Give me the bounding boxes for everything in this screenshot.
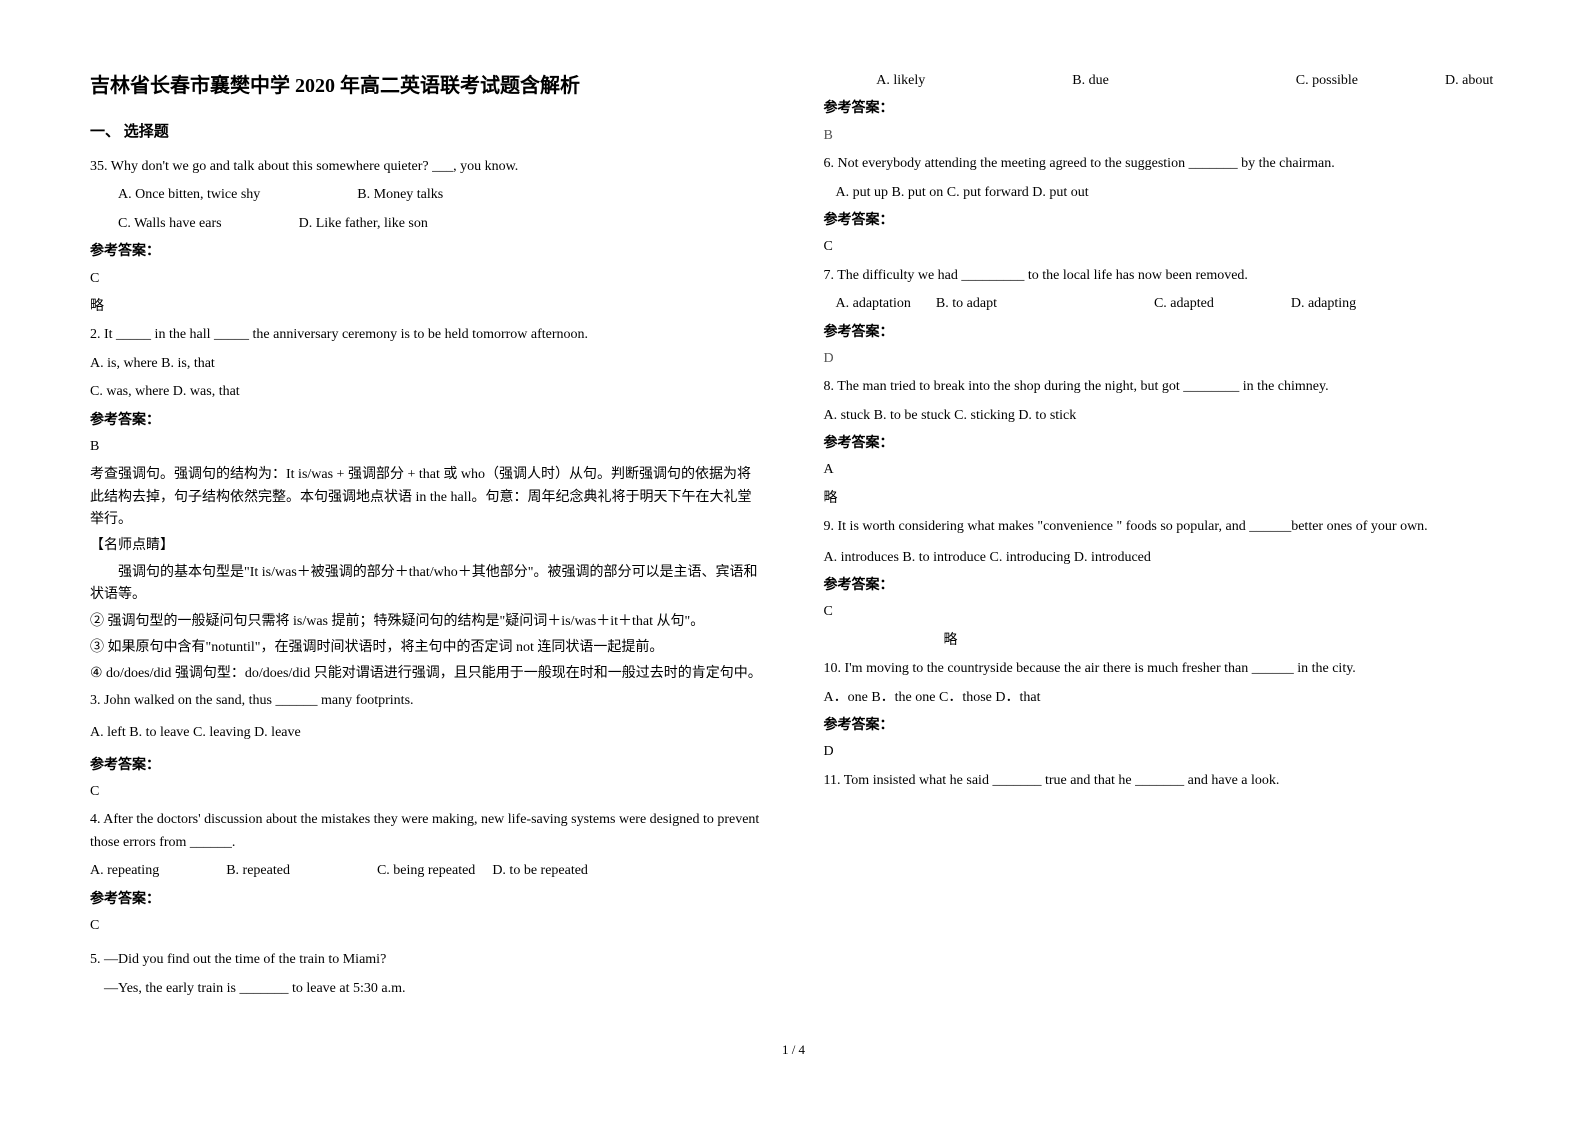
question-4: 4. After the doctors' discussion about t… bbox=[90, 809, 764, 854]
question-10: 10. I'm moving to the countryside becaus… bbox=[824, 658, 1498, 680]
opt-c: C. adapted bbox=[1154, 296, 1214, 311]
opt-c: C. Walls have ears bbox=[118, 216, 222, 231]
opt-c: C. being repeated bbox=[377, 863, 475, 878]
q6-opts: A. put up B. put on C. put forward D. pu… bbox=[824, 182, 1498, 204]
doc-title: 吉林省长春市襄樊中学 2020 年高二英语联考试题含解析 bbox=[90, 70, 764, 102]
explanation-5: ④ do/does/did 强调句型：do/does/did 只能对谓语进行强调… bbox=[90, 663, 764, 685]
q3-opts: A. left B. to leave C. leaving D. leave bbox=[90, 722, 764, 744]
answer-label: 参考答案： bbox=[90, 241, 764, 263]
opt-d: D. adapting bbox=[1291, 296, 1356, 311]
opt-d: D. about bbox=[1445, 73, 1493, 88]
explanation-1: 考查强调句。强调句的结构为：It is/was + 强调部分 + that 或 … bbox=[90, 464, 764, 531]
q10-opts: A．one B．the one C．those D．that bbox=[824, 687, 1498, 709]
q8-opts: A. stuck B. to be stuck C. sticking D. t… bbox=[824, 405, 1498, 427]
page-number: 1 / 4 bbox=[90, 1040, 1497, 1061]
answer-note: 略 bbox=[824, 488, 1498, 510]
answer-value: D bbox=[824, 741, 1498, 763]
answer-value: A bbox=[824, 459, 1498, 481]
question-2: 2. It _____ in the hall _____ the annive… bbox=[90, 324, 764, 346]
opt-b: B. to adapt bbox=[936, 296, 997, 311]
question-6: 6. Not everybody attending the meeting a… bbox=[824, 153, 1498, 175]
answer-value: D bbox=[824, 348, 1498, 370]
answer-label: 参考答案： bbox=[824, 433, 1498, 455]
question-9: 9. It is worth considering what makes "c… bbox=[824, 516, 1498, 538]
answer-label: 参考答案： bbox=[90, 410, 764, 432]
answer-note: 略 bbox=[824, 630, 1498, 652]
opt-a: A. Once bitten, twice shy bbox=[118, 187, 260, 202]
answer-value: B bbox=[824, 125, 1498, 147]
answer-label: 参考答案： bbox=[90, 889, 764, 911]
answer-value: C bbox=[90, 268, 764, 290]
answer-value: C bbox=[90, 915, 764, 937]
opt-b: B. Money talks bbox=[357, 187, 443, 202]
answer-label: 参考答案： bbox=[90, 755, 764, 777]
question-5-line2: —Yes, the early train is _______ to leav… bbox=[90, 978, 764, 1000]
answer-value: B bbox=[90, 436, 764, 458]
q2-opts-cd: C. was, where D. was, that bbox=[90, 381, 764, 403]
q9-opts: A. introduces B. to introduce C. introdu… bbox=[824, 547, 1498, 569]
answer-note: 略 bbox=[90, 296, 764, 318]
opt-a: A. likely bbox=[876, 73, 925, 88]
opt-d: D. Like father, like son bbox=[299, 216, 428, 231]
answer-value: C bbox=[824, 236, 1498, 258]
question-35: 35. Why don't we go and talk about this … bbox=[90, 156, 764, 178]
explanation-3: ② 强调句型的一般疑问句只需将 is/was 提前；特殊疑问句的结构是"疑问词＋… bbox=[90, 611, 764, 633]
question-3: 3. John walked on the sand, thus ______ … bbox=[90, 690, 764, 712]
q4-opts: A. repeating B. repeated C. being repeat… bbox=[90, 860, 764, 882]
answer-value: C bbox=[90, 781, 764, 803]
opt-a: A. repeating bbox=[90, 863, 159, 878]
tip-heading: 【名师点睛】 bbox=[90, 535, 764, 557]
q35-opts-ab: A. Once bitten, twice shy B. Money talks bbox=[90, 184, 764, 206]
q7-opts: A. adaptation B. to adapt C. adapted D. … bbox=[824, 293, 1498, 315]
answer-value: C bbox=[824, 601, 1498, 623]
q2-opts-ab: A. is, where B. is, that bbox=[90, 353, 764, 375]
answer-label: 参考答案： bbox=[824, 98, 1498, 120]
opt-b: B. due bbox=[1072, 73, 1109, 88]
opt-b: B. repeated bbox=[226, 863, 290, 878]
opt-a: A. adaptation bbox=[836, 296, 911, 311]
answer-label: 参考答案： bbox=[824, 210, 1498, 232]
answer-label: 参考答案： bbox=[824, 715, 1498, 737]
opt-d: D. to be repeated bbox=[492, 863, 588, 878]
opt-c: C. possible bbox=[1296, 73, 1358, 88]
explanation-2: 强调句的基本句型是"It is/was＋被强调的部分＋that/who＋其他部分… bbox=[90, 562, 764, 607]
answer-label: 参考答案： bbox=[824, 575, 1498, 597]
q35-opts-cd: C. Walls have ears D. Like father, like … bbox=[90, 213, 764, 235]
question-7: 7. The difficulty we had _________ to th… bbox=[824, 265, 1498, 287]
question-8: 8. The man tried to break into the shop … bbox=[824, 376, 1498, 398]
question-11: 11. Tom insisted what he said _______ tr… bbox=[824, 770, 1498, 792]
q5-opts: A. likely B. due C. possible D. about bbox=[824, 70, 1498, 92]
page-content: 吉林省长春市襄樊中学 2020 年高二英语联考试题含解析 一、 选择题 35. … bbox=[90, 70, 1497, 1020]
explanation-4: ③ 如果原句中含有"notuntil"，在强调时间状语时，将主句中的否定词 no… bbox=[90, 637, 764, 659]
question-5-line1: 5. —Did you find out the time of the tra… bbox=[90, 949, 764, 971]
section-heading: 一、 选择题 bbox=[90, 120, 764, 144]
answer-label: 参考答案： bbox=[824, 322, 1498, 344]
